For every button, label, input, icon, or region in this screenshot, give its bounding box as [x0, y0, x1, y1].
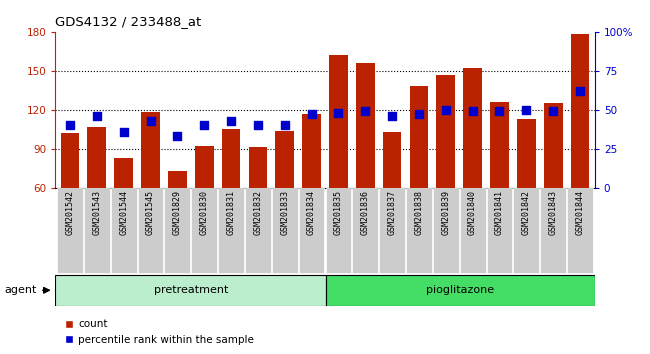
Point — [253, 122, 263, 128]
Point — [65, 122, 75, 128]
Point — [441, 107, 451, 113]
Text: GSM201829: GSM201829 — [173, 190, 182, 235]
Text: GDS4132 / 233488_at: GDS4132 / 233488_at — [55, 15, 201, 28]
Text: GSM201543: GSM201543 — [92, 190, 101, 235]
FancyBboxPatch shape — [299, 188, 324, 274]
Text: GSM201544: GSM201544 — [119, 190, 128, 235]
Bar — [356, 63, 374, 188]
FancyBboxPatch shape — [352, 188, 378, 274]
Bar — [329, 55, 348, 188]
Point — [172, 133, 183, 139]
Point — [306, 112, 317, 117]
Text: GSM201840: GSM201840 — [468, 190, 477, 235]
Bar — [248, 147, 267, 188]
FancyBboxPatch shape — [272, 188, 298, 274]
Bar — [276, 131, 294, 188]
Text: GSM201839: GSM201839 — [441, 190, 450, 235]
Bar — [114, 158, 133, 188]
FancyBboxPatch shape — [55, 275, 326, 306]
Point — [146, 118, 156, 124]
Legend: count, percentile rank within the sample: count, percentile rank within the sample — [60, 315, 258, 349]
FancyBboxPatch shape — [460, 188, 486, 274]
Text: GSM201545: GSM201545 — [146, 190, 155, 235]
FancyBboxPatch shape — [164, 188, 190, 274]
Bar — [490, 102, 509, 188]
Point — [118, 129, 129, 135]
Text: GSM201830: GSM201830 — [200, 190, 209, 235]
Bar — [141, 112, 160, 188]
Text: GSM201838: GSM201838 — [415, 190, 423, 235]
FancyBboxPatch shape — [245, 188, 271, 274]
FancyBboxPatch shape — [57, 188, 83, 274]
Point — [360, 108, 370, 114]
Bar — [60, 133, 79, 188]
Point — [226, 118, 236, 124]
Text: GSM201837: GSM201837 — [387, 190, 396, 235]
Bar — [463, 68, 482, 188]
Text: GSM201542: GSM201542 — [66, 190, 75, 235]
FancyBboxPatch shape — [84, 188, 110, 274]
Point — [467, 108, 478, 114]
Text: GSM201841: GSM201841 — [495, 190, 504, 235]
Point — [575, 88, 585, 94]
FancyBboxPatch shape — [487, 188, 512, 274]
FancyBboxPatch shape — [433, 188, 459, 274]
Bar — [302, 114, 321, 188]
Text: GSM201835: GSM201835 — [334, 190, 343, 235]
Point — [92, 113, 102, 119]
FancyBboxPatch shape — [191, 188, 217, 274]
Text: agent: agent — [5, 285, 37, 295]
FancyBboxPatch shape — [326, 188, 351, 274]
Point — [387, 113, 397, 119]
Point — [333, 110, 344, 116]
Bar — [571, 34, 590, 188]
Text: GSM201844: GSM201844 — [575, 190, 584, 235]
Point — [521, 107, 532, 113]
Text: pioglitazone: pioglitazone — [426, 285, 495, 295]
Bar — [436, 75, 455, 188]
Text: GSM201831: GSM201831 — [227, 190, 235, 235]
FancyBboxPatch shape — [514, 188, 540, 274]
Bar — [410, 86, 428, 188]
FancyBboxPatch shape — [567, 188, 593, 274]
Text: GSM201843: GSM201843 — [549, 190, 558, 235]
Bar — [168, 171, 187, 188]
FancyBboxPatch shape — [540, 188, 566, 274]
Bar — [222, 129, 240, 188]
Bar — [383, 132, 402, 188]
Text: GSM201833: GSM201833 — [280, 190, 289, 235]
FancyBboxPatch shape — [218, 188, 244, 274]
FancyBboxPatch shape — [406, 188, 432, 274]
Bar — [195, 146, 214, 188]
Point — [280, 122, 290, 128]
Point — [548, 108, 558, 114]
FancyBboxPatch shape — [326, 275, 595, 306]
Point — [414, 112, 424, 117]
Text: pretreatment: pretreatment — [153, 285, 228, 295]
FancyBboxPatch shape — [111, 188, 136, 274]
Text: GSM201832: GSM201832 — [254, 190, 263, 235]
Bar — [544, 103, 562, 188]
Text: GSM201836: GSM201836 — [361, 190, 370, 235]
Text: GSM201842: GSM201842 — [522, 190, 531, 235]
Text: GSM201834: GSM201834 — [307, 190, 316, 235]
Bar — [88, 127, 106, 188]
FancyBboxPatch shape — [379, 188, 405, 274]
FancyBboxPatch shape — [138, 188, 163, 274]
Point — [199, 122, 209, 128]
Point — [494, 108, 504, 114]
Bar — [517, 119, 536, 188]
